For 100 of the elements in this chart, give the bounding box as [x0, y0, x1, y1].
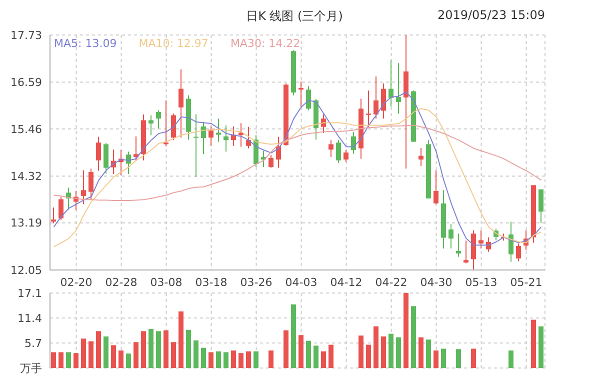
bar	[74, 353, 78, 368]
candlestick	[51, 207, 56, 224]
x-tick-label: 02-28	[105, 276, 138, 289]
candlestick	[344, 150, 348, 163]
candlestick	[388, 60, 394, 108]
y-tick-label: 13.19	[10, 216, 42, 230]
candlestick	[464, 240, 468, 264]
candlestick	[88, 168, 94, 200]
bar	[531, 320, 536, 368]
y-tick-label: 11.4	[18, 312, 42, 325]
candlestick	[516, 243, 521, 262]
candlestick	[351, 131, 356, 154]
bar	[298, 335, 304, 368]
candlestick	[216, 118, 221, 142]
y-tick-label: 12.05	[10, 264, 42, 277]
bar	[254, 351, 258, 368]
bar	[178, 311, 184, 368]
chart-title: 日K 线图 (三个月)	[246, 9, 343, 23]
text: MA10: 12.97	[138, 37, 208, 50]
candlestick	[201, 121, 206, 155]
bar	[194, 340, 198, 368]
bar	[216, 351, 221, 368]
bar	[96, 331, 101, 368]
text: 2019/05/23 15:09	[437, 8, 545, 22]
y-tick-label: 17.73	[10, 28, 42, 42]
candlestick	[508, 221, 514, 262]
candlestick	[81, 170, 86, 205]
candlestick	[171, 113, 176, 141]
bar	[268, 350, 274, 368]
y-tick-label: 15.46	[10, 122, 42, 136]
x-tick-label: 03-26	[240, 276, 272, 289]
bar	[58, 352, 64, 368]
bar	[374, 326, 378, 368]
x-tick-label: 03-08	[150, 276, 182, 289]
bar	[141, 331, 146, 368]
y-tick-label: 14.32	[10, 170, 42, 183]
bar	[404, 293, 408, 368]
bar	[366, 344, 371, 368]
candlestick	[246, 126, 251, 149]
text: MA30: 14.22	[230, 37, 300, 50]
candlestick	[148, 114, 154, 136]
candlestick	[58, 196, 64, 220]
bar	[51, 352, 56, 368]
bar	[426, 339, 431, 368]
bar	[411, 306, 416, 368]
candlestick	[538, 188, 544, 224]
bar	[508, 350, 514, 368]
bar	[231, 350, 236, 368]
x-tick-label: 05-21	[510, 276, 542, 289]
bar	[456, 349, 461, 368]
candlestick	[336, 140, 341, 164]
x-tick-label: 02-20	[60, 276, 92, 289]
x-tick-label: 04-22	[375, 276, 408, 289]
y-tick-label: 16.59	[10, 76, 42, 90]
x-tick-label: 04-03	[285, 276, 318, 289]
candlestick	[366, 90, 371, 128]
y-tick-label: 5.7	[24, 336, 42, 350]
bar	[321, 351, 326, 368]
bar	[66, 352, 71, 368]
candlestick	[178, 68, 184, 138]
bar	[471, 348, 476, 368]
candlestick	[456, 233, 461, 258]
bar	[291, 304, 296, 368]
bar	[418, 337, 424, 368]
candlestick	[96, 136, 101, 172]
bar	[306, 340, 311, 368]
bar	[118, 350, 124, 368]
bar	[434, 350, 438, 368]
x-tick-label: 05-13	[465, 276, 498, 289]
candlestick	[238, 122, 244, 148]
bar	[441, 348, 446, 368]
candlestick	[268, 154, 274, 168]
bar	[538, 326, 544, 368]
candlestick	[134, 136, 138, 161]
candlestick	[396, 62, 401, 114]
candlestick	[156, 110, 161, 130]
y-tick-label: 万手	[20, 362, 42, 375]
bar	[314, 346, 318, 368]
line-series	[53, 124, 542, 201]
bar	[171, 342, 176, 368]
bar	[126, 354, 131, 368]
bar	[164, 330, 168, 368]
bar	[104, 336, 108, 368]
bar	[186, 330, 191, 368]
candlestick	[418, 147, 424, 167]
bar	[156, 331, 161, 368]
bar	[88, 341, 94, 368]
candlestick	[328, 140, 334, 158]
bar	[148, 328, 154, 368]
candlestick	[194, 114, 198, 178]
candlestick	[224, 124, 228, 152]
y-tick-label: 17.1	[18, 286, 42, 300]
bar	[396, 337, 401, 368]
bar	[134, 342, 138, 368]
candlestick	[381, 82, 386, 120]
bar	[208, 352, 214, 368]
candlestick	[298, 80, 304, 108]
candlestick	[448, 224, 454, 249]
candlestick	[478, 230, 484, 249]
candlestick	[321, 114, 326, 134]
